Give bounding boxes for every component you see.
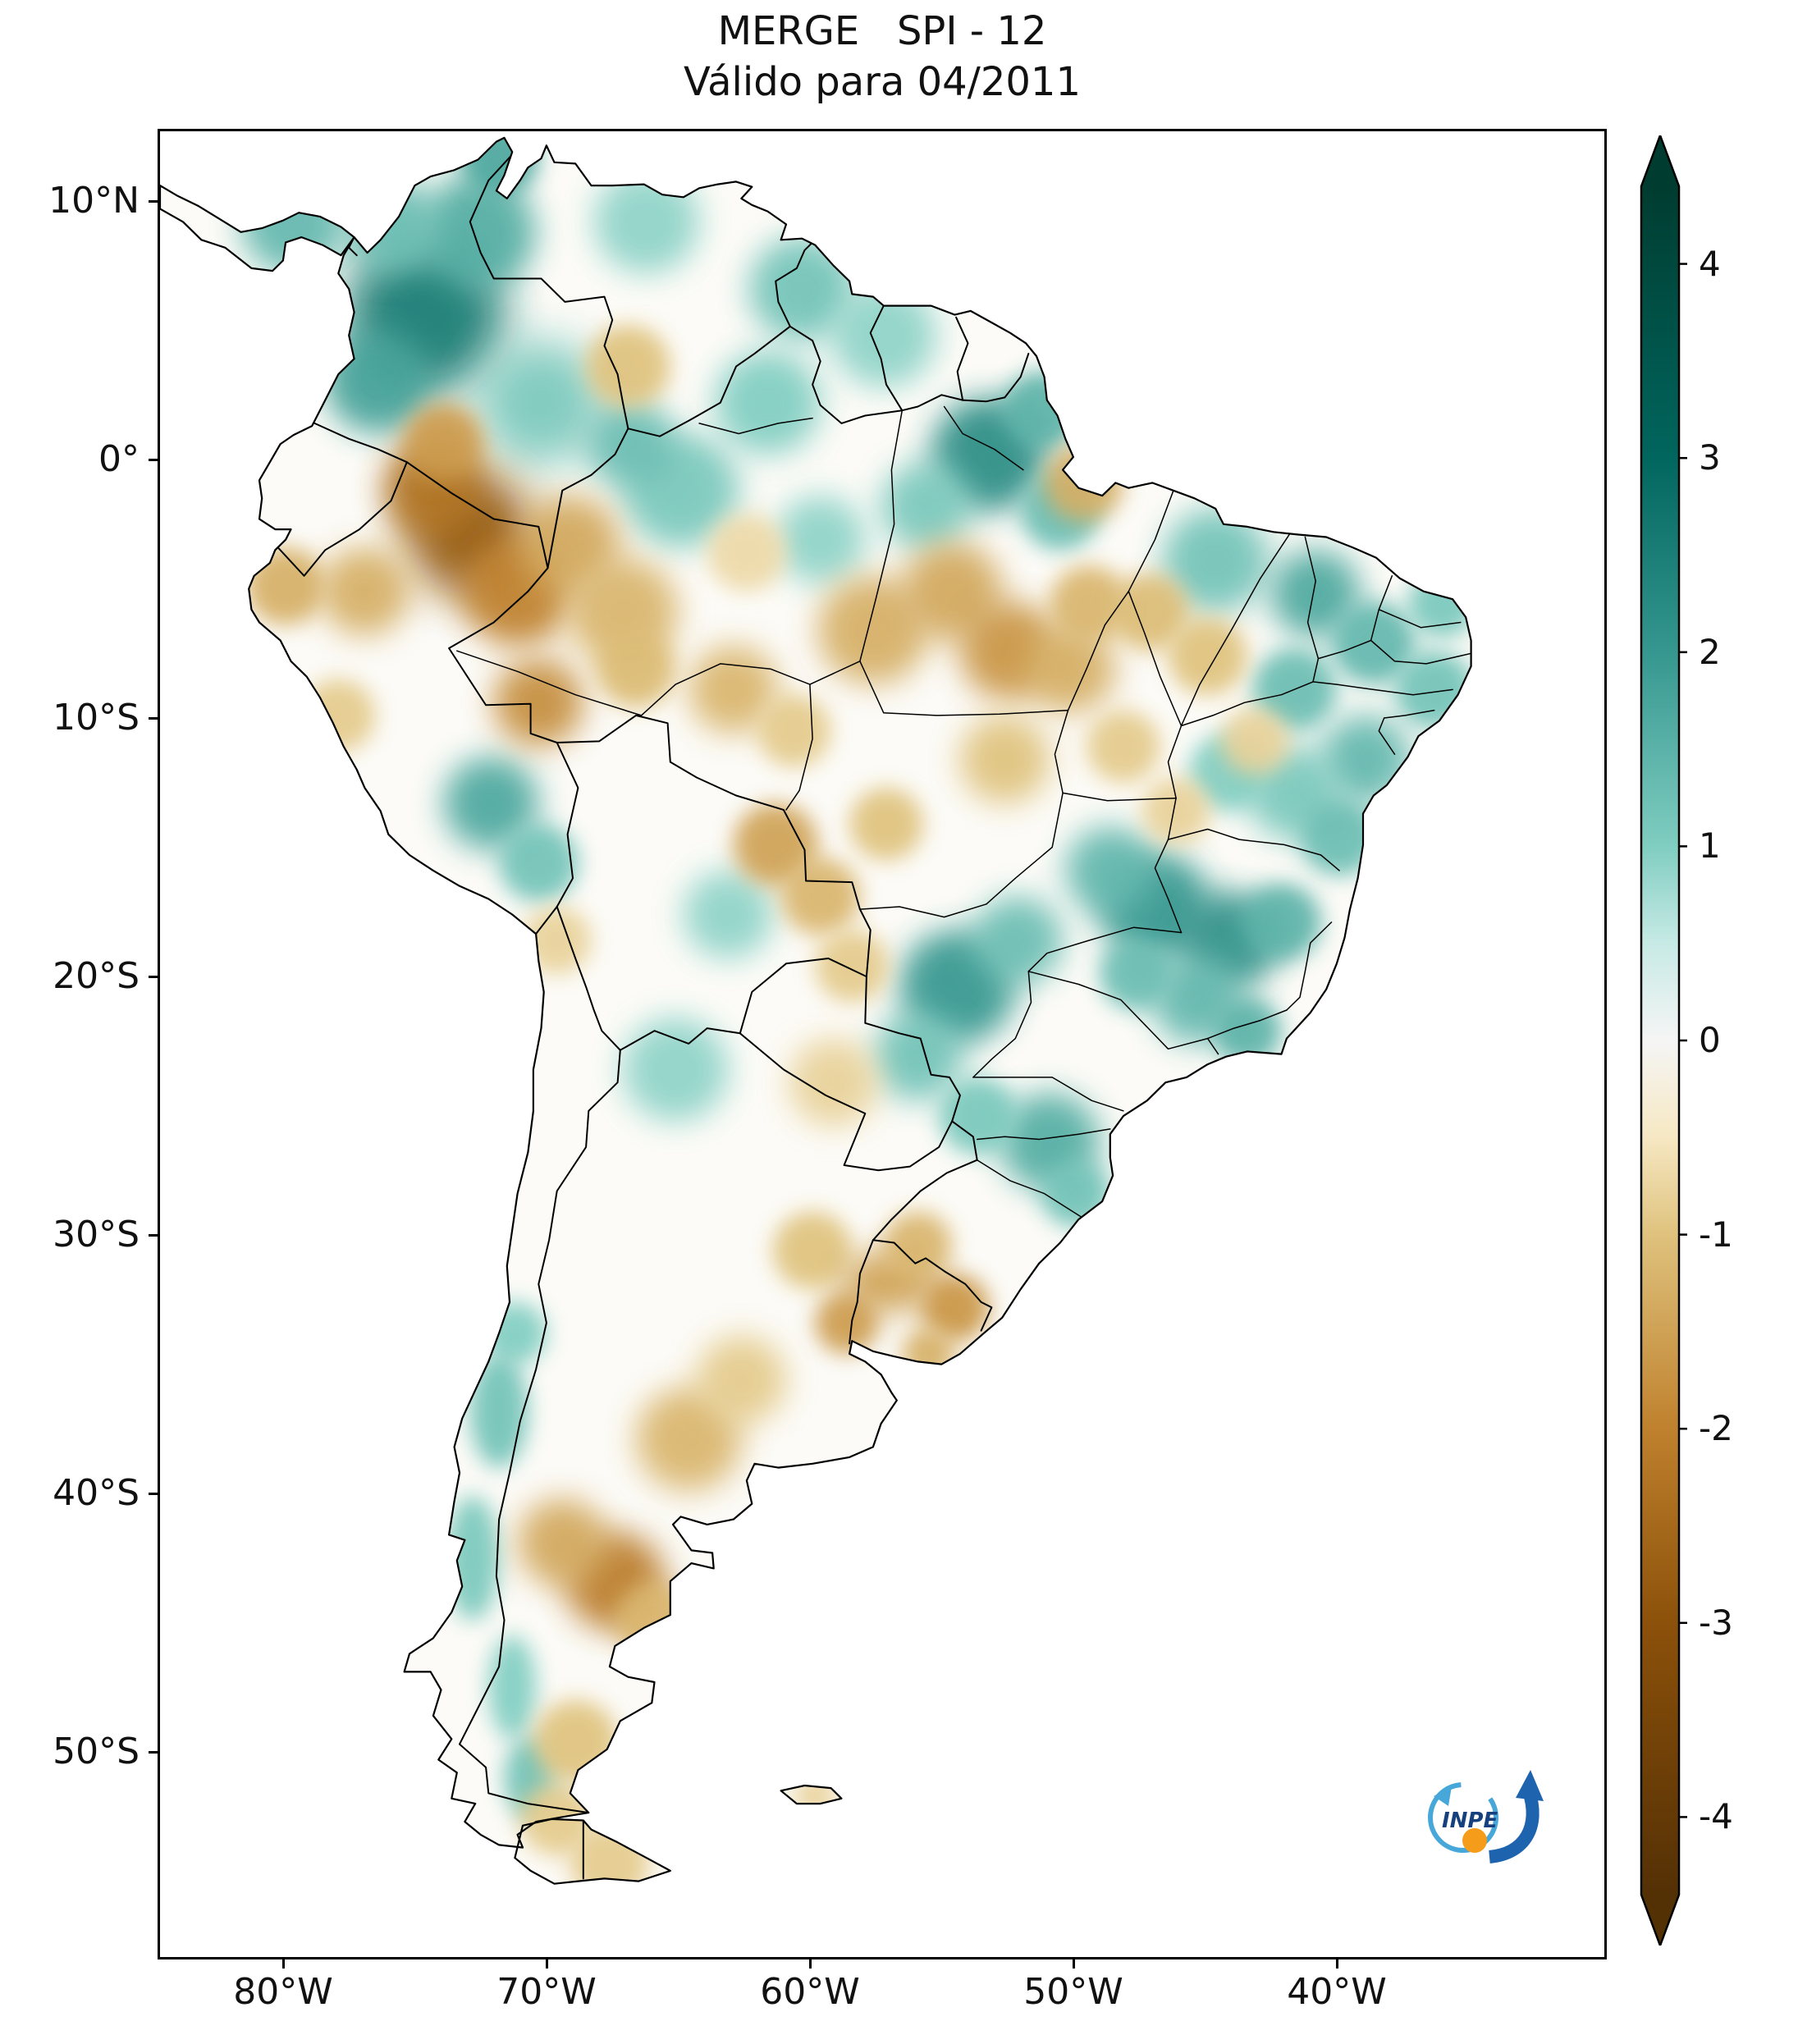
y-axis-tick-mark [149, 1751, 160, 1754]
figure-title: MERGE SPI - 12 [717, 8, 1047, 54]
y-axis-tick-mark [149, 200, 160, 203]
inpe-logo-text: INPE [1442, 1809, 1498, 1833]
y-axis-tick-mark [149, 1234, 160, 1237]
colorbar-tick-label: -3 [1699, 1603, 1733, 1643]
colorbar-gradient [1641, 186, 1679, 1895]
country-borders [277, 153, 1030, 1880]
map-plot-area: INPE [158, 131, 1604, 1957]
colorbar-extend-max [1641, 135, 1679, 186]
y-axis-tick-label: 20°S [53, 955, 140, 997]
y-axis-tick-label: 10°S [53, 697, 140, 738]
colorbar-tick-label: -2 [1699, 1408, 1733, 1448]
colorbar-outline [1640, 135, 1681, 1946]
figure-subtitle: Válido para 04/2011 [684, 59, 1081, 105]
inpe-logo: INPE [1428, 1770, 1544, 1863]
y-axis-tick-mark [149, 976, 160, 978]
colorbar-tick-label: 1 [1699, 825, 1721, 866]
x-axis-tick-label: 70°W [496, 1971, 597, 2013]
x-axis-tick-mark [1336, 1957, 1338, 1969]
x-axis-tick-label: 80°W [233, 1971, 333, 2013]
x-axis-tick-mark [546, 1957, 548, 1969]
colorbar-extend-min [1641, 1895, 1679, 1946]
colorbar-tick-marks [1679, 263, 1687, 1818]
y-axis-tick-mark [149, 459, 160, 461]
colorbar-tick-label: 4 [1699, 244, 1721, 284]
colorbar-tick-label: 3 [1699, 437, 1721, 478]
y-axis-tick-label: 30°S [53, 1214, 140, 1255]
colorbar-tick-label: 0 [1699, 1020, 1721, 1060]
y-axis-tick-label: 10°N [48, 180, 140, 222]
x-axis-tick-mark [282, 1957, 285, 1969]
x-axis-tick-label: 60°W [760, 1971, 860, 2013]
south-america-map: INPE [158, 136, 1544, 1885]
inpe-arrowhead-icon [1516, 1770, 1544, 1801]
y-axis-tick-mark [149, 1493, 160, 1495]
colorbar [1640, 135, 1687, 1946]
x-axis-tick-mark [1073, 1957, 1075, 1969]
inpe-arrow-icon [1488, 1789, 1540, 1863]
coastline [158, 136, 1472, 1885]
colorbar-tick-label: 2 [1699, 632, 1721, 672]
y-axis-tick-label: 0° [98, 438, 140, 480]
y-axis-tick-mark [149, 717, 160, 720]
colorbar-tick-label: -1 [1699, 1214, 1733, 1255]
inpe-swirl-arrowhead-icon [1434, 1786, 1452, 1806]
colorbar-tick-label: -4 [1699, 1796, 1733, 1836]
y-axis-tick-label: 50°S [53, 1731, 140, 1772]
spi-anomaly-raster [240, 137, 1471, 1884]
y-axis-tick-label: 40°S [53, 1472, 140, 1514]
x-axis-tick-label: 50°W [1023, 1971, 1123, 2013]
x-axis-tick-label: 40°W [1287, 1971, 1387, 2013]
state-borders [456, 405, 1471, 1218]
inpe-orange-dot-icon [1462, 1828, 1487, 1853]
x-axis-tick-mark [809, 1957, 812, 1969]
